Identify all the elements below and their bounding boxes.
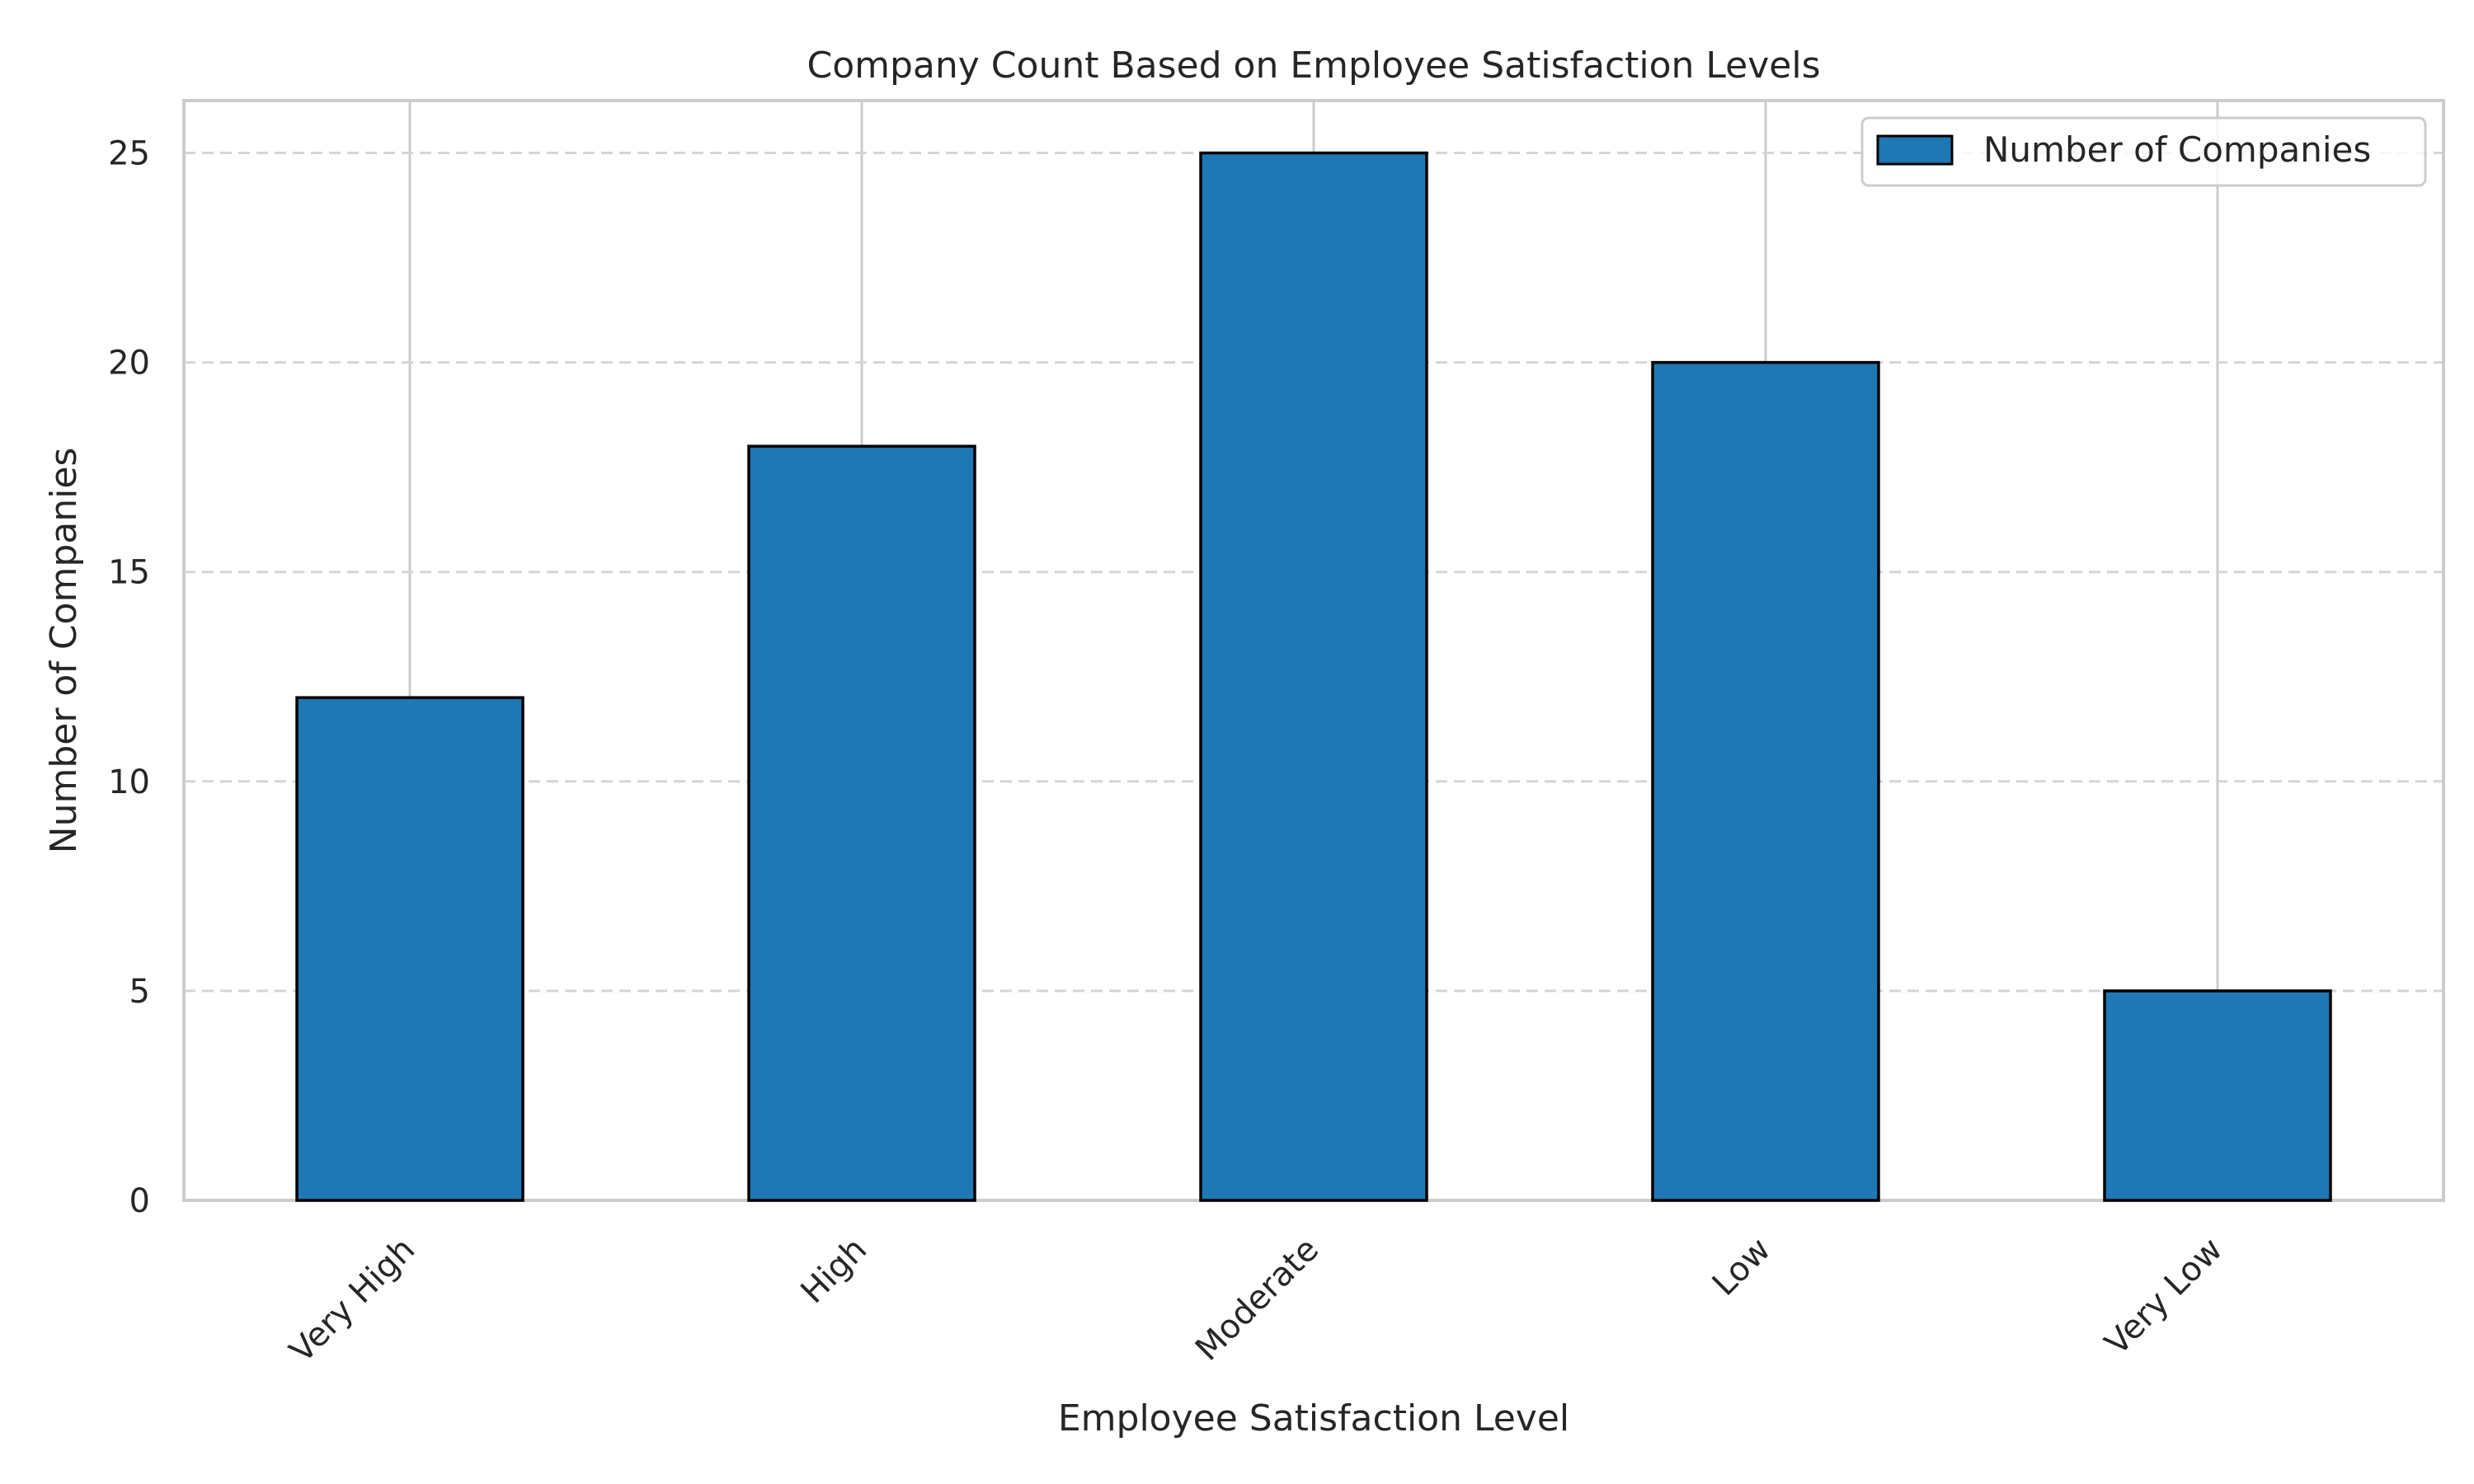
bar-high — [747, 444, 976, 1202]
legend-box — [1860, 116, 2427, 187]
bar-moderate — [1199, 151, 1428, 1202]
x-axis-label: Employee Satisfaction Level — [1058, 1397, 1569, 1439]
y-tick-label: 0 — [129, 1182, 150, 1220]
y-tick-label: 25 — [108, 135, 150, 173]
y-tick-label: 15 — [108, 554, 150, 592]
legend-swatch — [1876, 134, 1954, 166]
y-tick-label: 10 — [108, 763, 150, 801]
y-axis-label: Number of Companies — [43, 448, 85, 854]
legend: Number of Companies — [1860, 116, 2427, 187]
bar-very-low — [2103, 989, 2332, 1202]
bar-very-high — [295, 696, 524, 1202]
bar-low — [1651, 360, 1880, 1202]
y-tick-label: 20 — [108, 345, 150, 383]
chart-title: Company Count Based on Employee Satisfac… — [807, 45, 1821, 87]
y-axis-ticks: 0 5 10 15 20 25 — [108, 135, 150, 1220]
legend-label: Number of Companies — [1983, 129, 2371, 170]
bars — [295, 151, 2332, 1202]
y-tick-label: 5 — [129, 973, 150, 1011]
